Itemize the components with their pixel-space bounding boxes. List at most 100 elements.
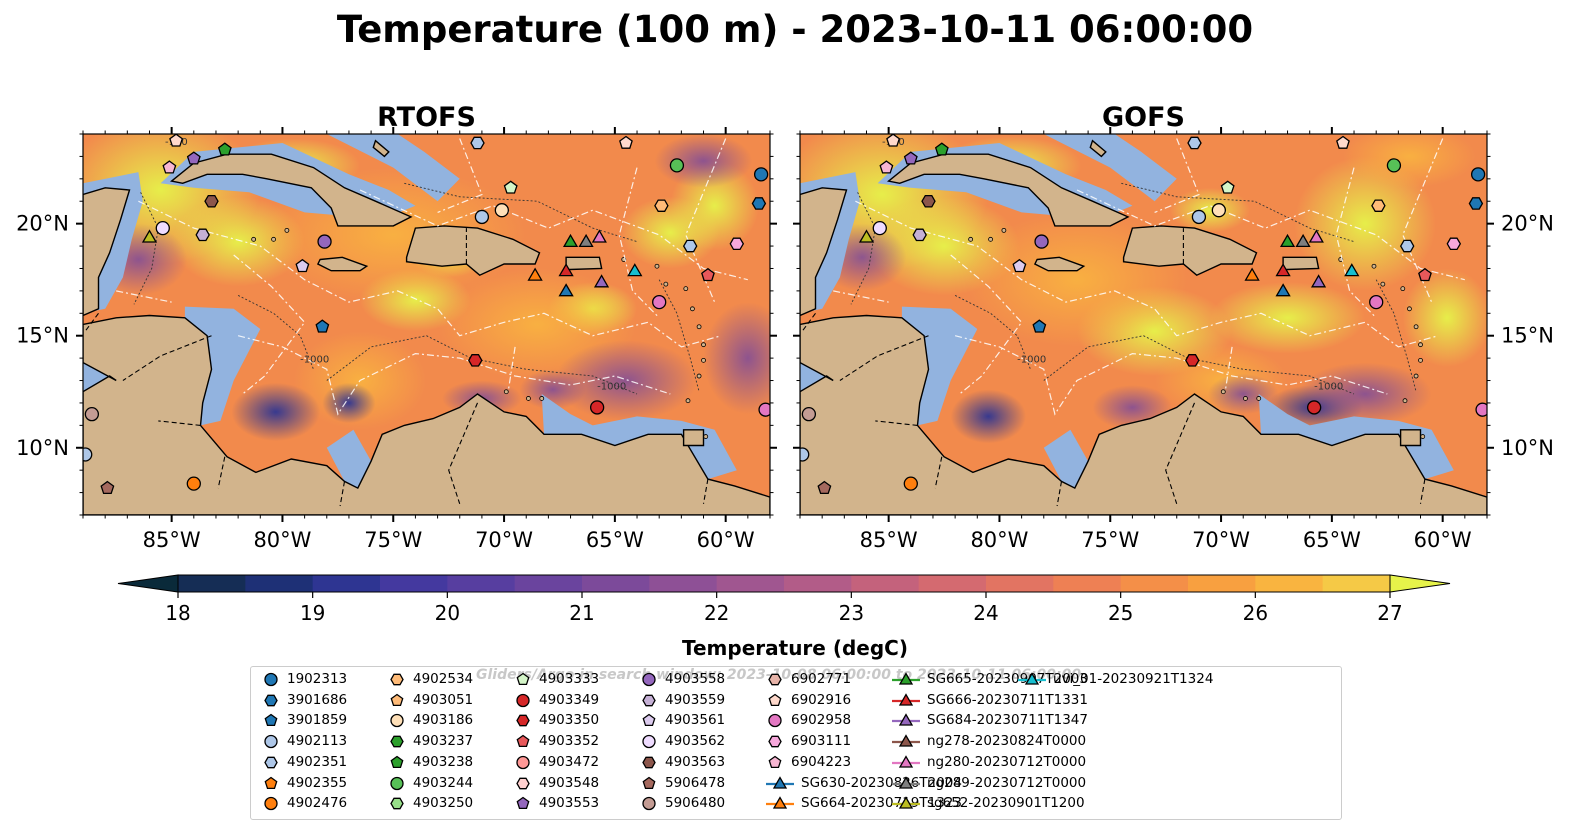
legend-item-label: uvi_01-20230921T1324 bbox=[1053, 671, 1214, 687]
legend-marker bbox=[390, 797, 404, 810]
legend-item-label: ng289-20230712T0000 bbox=[927, 774, 1087, 791]
legend-marker bbox=[264, 694, 278, 707]
glider-legend-icon bbox=[892, 672, 920, 685]
glider-legend-icon bbox=[892, 734, 920, 747]
station-marker bbox=[162, 160, 177, 174]
land-florida bbox=[247, 112, 274, 121]
circle-marker-icon bbox=[264, 734, 278, 749]
glider-legend-icon bbox=[766, 775, 794, 789]
eez-boundary bbox=[507, 346, 516, 390]
shallow-shelf bbox=[326, 429, 372, 489]
legend-marker bbox=[390, 673, 404, 686]
hexagon-marker-icon bbox=[768, 735, 782, 748]
legend-item-label: SG630-20230826T2004 bbox=[801, 774, 962, 791]
shallow-shelf bbox=[326, 134, 460, 202]
legend-marker bbox=[898, 713, 914, 727]
station-marker bbox=[627, 263, 643, 277]
lon-tick-label: 75°W bbox=[1081, 528, 1139, 552]
station-marker bbox=[654, 199, 669, 212]
station-marker bbox=[169, 134, 184, 147]
legend-item: 6902771 bbox=[765, 669, 851, 689]
legend-marker bbox=[898, 692, 914, 706]
colorbar-tick-label: 23 bbox=[839, 601, 864, 625]
legend-item: 4903553 bbox=[513, 793, 599, 813]
country-border bbox=[875, 420, 918, 426]
station-marker bbox=[1399, 239, 1415, 253]
small-island bbox=[526, 396, 531, 401]
circle-marker-icon bbox=[642, 672, 656, 687]
colorbar-tick-label: 22 bbox=[704, 601, 729, 625]
small-island bbox=[1413, 373, 1419, 379]
small-island bbox=[1380, 281, 1386, 287]
legend-item-label: 1902313 bbox=[287, 671, 348, 687]
legend-item: ng280-20230712T0000 bbox=[891, 752, 1086, 772]
legend-marker bbox=[390, 735, 404, 748]
lat-tick-label: 10°N bbox=[1501, 436, 1554, 460]
legend-item: 4903186 bbox=[387, 710, 473, 730]
station-marker bbox=[817, 480, 832, 495]
station-marker bbox=[558, 263, 574, 277]
land-hispaniola bbox=[405, 225, 541, 277]
legend-item-label: 6902771 bbox=[791, 671, 852, 687]
legend-item-label: 4903559 bbox=[665, 691, 726, 708]
colorbar-segment bbox=[986, 575, 1054, 592]
legend-item: 4903562 bbox=[639, 731, 725, 751]
station-marker bbox=[217, 142, 232, 156]
pentagon-marker-icon bbox=[264, 714, 278, 727]
legend-item: ng289-20230712T0000 bbox=[891, 773, 1086, 793]
station-marker bbox=[1418, 267, 1432, 282]
station-marker bbox=[1308, 229, 1324, 243]
eez-boundary bbox=[954, 335, 1388, 416]
legend-marker bbox=[772, 775, 788, 789]
lon-tick-label: 60°W bbox=[697, 528, 755, 552]
colorbar-segment bbox=[649, 575, 718, 592]
legend-item: 4902534 bbox=[387, 669, 473, 689]
glider-legend-icon bbox=[892, 713, 920, 727]
station-marker bbox=[1336, 135, 1350, 149]
legend-item: sg652-20230901T1200 bbox=[891, 793, 1085, 813]
station-marker bbox=[1211, 203, 1226, 218]
land-bahamas2 bbox=[1089, 139, 1107, 158]
station-marker bbox=[470, 136, 485, 150]
small-island bbox=[1418, 357, 1423, 363]
small-island bbox=[690, 306, 695, 312]
small-island bbox=[1001, 227, 1007, 233]
legend-item: 4903558 bbox=[639, 669, 725, 689]
land-central_south bbox=[800, 314, 1487, 515]
colorbar-min-extend bbox=[117, 574, 179, 593]
colorbar-segment bbox=[582, 575, 650, 592]
legend-marker bbox=[768, 755, 782, 768]
small-island bbox=[503, 389, 509, 395]
country-border bbox=[122, 335, 212, 381]
small-island bbox=[539, 396, 545, 401]
station-marker bbox=[84, 406, 100, 422]
land-florida bbox=[964, 112, 991, 121]
legend-item-label: 4903051 bbox=[413, 691, 474, 708]
legend-item-label: 4903237 bbox=[413, 733, 474, 750]
temperature-eddy bbox=[519, 369, 587, 410]
rtofs-map-panel: -1000-100-1000 85°W 80°W 75°W 70°W 65°W 60°W 10… bbox=[16, 112, 777, 552]
station-marker bbox=[1220, 180, 1235, 194]
legend-item: 4902351 bbox=[261, 752, 347, 772]
colorbar-segment bbox=[178, 575, 246, 592]
small-island bbox=[703, 434, 709, 439]
country-border bbox=[448, 402, 479, 504]
colorbar-segment bbox=[380, 575, 448, 592]
legend-item: 4902476 bbox=[261, 793, 347, 813]
circle-marker-icon bbox=[642, 734, 656, 749]
lat-tick-label: 20°N bbox=[16, 212, 69, 236]
legend-marker bbox=[516, 755, 530, 769]
circle-marker-icon bbox=[390, 776, 404, 790]
legend-item-label: 4903561 bbox=[665, 712, 726, 729]
lon-tick-label: 60°W bbox=[1414, 528, 1472, 552]
legend-marker bbox=[642, 797, 656, 811]
station-marker bbox=[903, 476, 918, 491]
legend-item-label: 5906480 bbox=[665, 795, 726, 812]
temperature-eddy bbox=[555, 340, 697, 421]
legend-marker bbox=[516, 777, 530, 789]
legend-item-label: 4902351 bbox=[287, 753, 348, 770]
country-border bbox=[839, 335, 929, 381]
station-marker bbox=[1275, 283, 1291, 297]
legend-marker bbox=[516, 672, 530, 686]
legend-item-label: sg652-20230901T1200 bbox=[927, 795, 1085, 812]
